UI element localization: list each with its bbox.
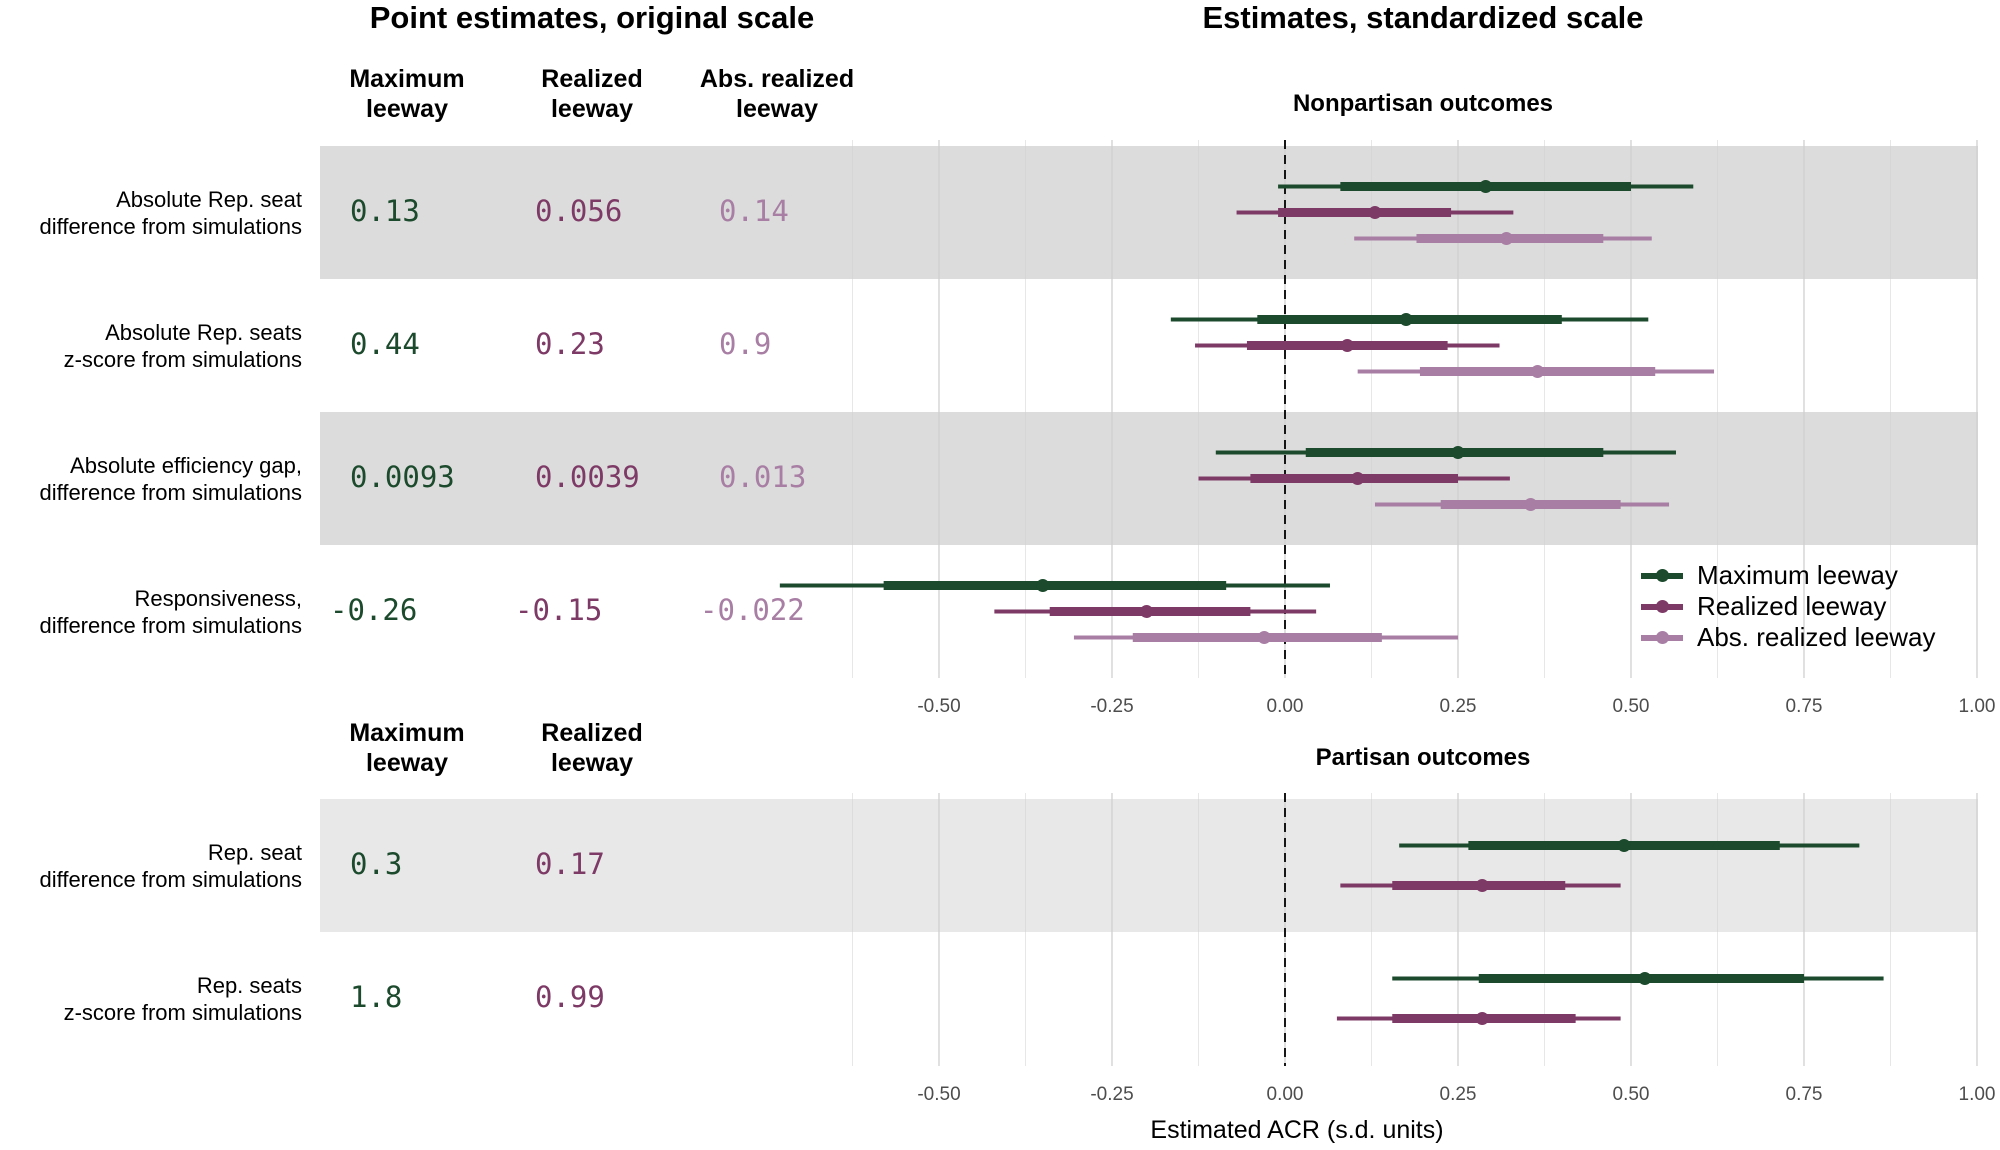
point-estimate: [1499, 232, 1513, 245]
value-maximum: 0.44: [350, 327, 420, 361]
x-tick-label: -0.50: [917, 696, 960, 717]
point-estimate: [1638, 972, 1652, 985]
value-maximum: -0.26: [330, 593, 418, 627]
interval-mark: [1357, 365, 1715, 378]
interval-mark: [1278, 180, 1694, 193]
interval-mark: [1073, 631, 1458, 644]
x-tick-label: 0.25: [1440, 1084, 1477, 1105]
point-estimate: [1368, 206, 1382, 219]
row-band-1: [320, 146, 1978, 279]
legend: Maximum leeway Realized leeway Abs. real…: [1641, 560, 1935, 653]
x-tick-label: 0.00: [1267, 696, 1304, 717]
interval-mark: [994, 605, 1317, 618]
interval-mark: [1195, 339, 1500, 352]
value-abs-realized: 0.9: [719, 327, 772, 361]
point-estimate: [1451, 446, 1465, 459]
x-tick-label: 0.75: [1786, 696, 1823, 717]
header-maximum-leeway: Maximum leeway: [349, 719, 465, 777]
point-estimate: [1036, 579, 1050, 592]
interval-mark: [1340, 879, 1621, 892]
row-label: Rep. seat difference from simulations: [39, 840, 303, 892]
legend-key-maximum-icon: [1641, 568, 1683, 583]
point-estimate: [1479, 180, 1493, 193]
x-tick-label: 0.25: [1440, 696, 1477, 717]
point-estimate: [1399, 313, 1413, 326]
legend-item-maximum: Maximum leeway: [1641, 560, 1935, 591]
interval-mark: [1215, 446, 1676, 459]
row-label: Responsiveness, difference from simulati…: [39, 586, 303, 638]
interval-mark: [1198, 472, 1510, 485]
value-realized: 0.0039: [535, 460, 640, 494]
value-realized: 0.23: [535, 327, 605, 361]
partisan-panel: -0.50 -0.25 0.00 0.25 0.50 0.75 1.00: [852, 793, 1996, 1105]
point-estimate: [1340, 339, 1354, 352]
legend-key-abs-realized-icon: [1641, 630, 1683, 645]
point-estimate: [1524, 498, 1538, 511]
panel-title-partisan: Partisan outcomes: [1315, 744, 1531, 771]
point-estimate: [1475, 1012, 1489, 1025]
left-section-title: Point estimates, original scale: [369, 0, 815, 35]
x-axis-title: Estimated ACR (s.d. units): [1150, 1116, 1444, 1144]
x-tick-label: 0.50: [1613, 1084, 1650, 1105]
point-estimate: [1617, 839, 1631, 852]
x-tick-label: 0.75: [1786, 1084, 1823, 1105]
legend-key-realized-icon: [1641, 599, 1683, 614]
value-realized: -0.15: [515, 593, 603, 627]
row-label: Rep. seats z-score from simulations: [63, 973, 302, 1025]
x-tick-label: 1.00: [1959, 696, 1996, 717]
value-maximum: 1.8: [350, 980, 403, 1014]
x-tick-label: -0.25: [1090, 696, 1133, 717]
point-estimate: [1475, 879, 1489, 892]
nonpartisan-panel: -0.50 -0.25 0.00 0.25 0.50 0.75 1.00: [779, 140, 1996, 717]
value-realized: 0.99: [535, 980, 605, 1014]
right-section-title: Estimates, standardized scale: [1202, 0, 1644, 35]
value-maximum: 0.3: [350, 847, 403, 881]
value-abs-realized: 0.013: [719, 460, 807, 494]
interval-mark: [1236, 206, 1514, 219]
row-label: Absolute Rep. seats z-score from simulat…: [63, 320, 302, 372]
x-tick-label: 1.00: [1959, 1084, 1996, 1105]
interval-mark: [1170, 313, 1649, 326]
legend-item-realized: Realized leeway: [1641, 591, 1935, 622]
point-estimate: [1257, 631, 1271, 644]
interval-mark: [1336, 1012, 1621, 1025]
header-realized-leeway: Realized leeway: [541, 65, 643, 123]
panel-title-nonpartisan: Nonpartisan outcomes: [1292, 90, 1554, 117]
header-abs-realized-leeway: Abs. realized leeway: [699, 65, 855, 123]
value-realized: 0.17: [535, 847, 605, 881]
x-tick-label: -0.25: [1090, 1084, 1133, 1105]
point-estimate: [1531, 365, 1545, 378]
row-label: Absolute efficiency gap, difference from…: [39, 453, 303, 505]
interval-mark: [1354, 232, 1652, 245]
interval-mark: [1399, 839, 1860, 852]
interval-mark: [1374, 498, 1670, 511]
row-band-5: [320, 799, 1978, 932]
interval-mark: [779, 579, 1330, 592]
interval-mark: [1392, 972, 1884, 985]
value-abs-realized: 0.14: [719, 194, 789, 228]
row-band-3: [320, 412, 1978, 545]
x-tick-label: 0.50: [1613, 696, 1650, 717]
legend-item-abs-realized: Abs. realized leeway: [1641, 622, 1935, 653]
value-realized: 0.056: [535, 194, 623, 228]
header-realized-leeway: Realized leeway: [541, 719, 643, 777]
value-abs-realized: -0.022: [700, 593, 805, 627]
point-estimate: [1351, 472, 1365, 485]
row-label: Absolute Rep. seat difference from simul…: [39, 187, 303, 239]
value-maximum: 0.13: [350, 194, 420, 228]
header-maximum-leeway: Maximum leeway: [349, 65, 465, 123]
x-tick-label: -0.50: [917, 1084, 960, 1105]
x-tick-label: 0.00: [1267, 1084, 1304, 1105]
value-maximum: 0.0093: [350, 460, 455, 494]
point-estimate: [1140, 605, 1154, 618]
